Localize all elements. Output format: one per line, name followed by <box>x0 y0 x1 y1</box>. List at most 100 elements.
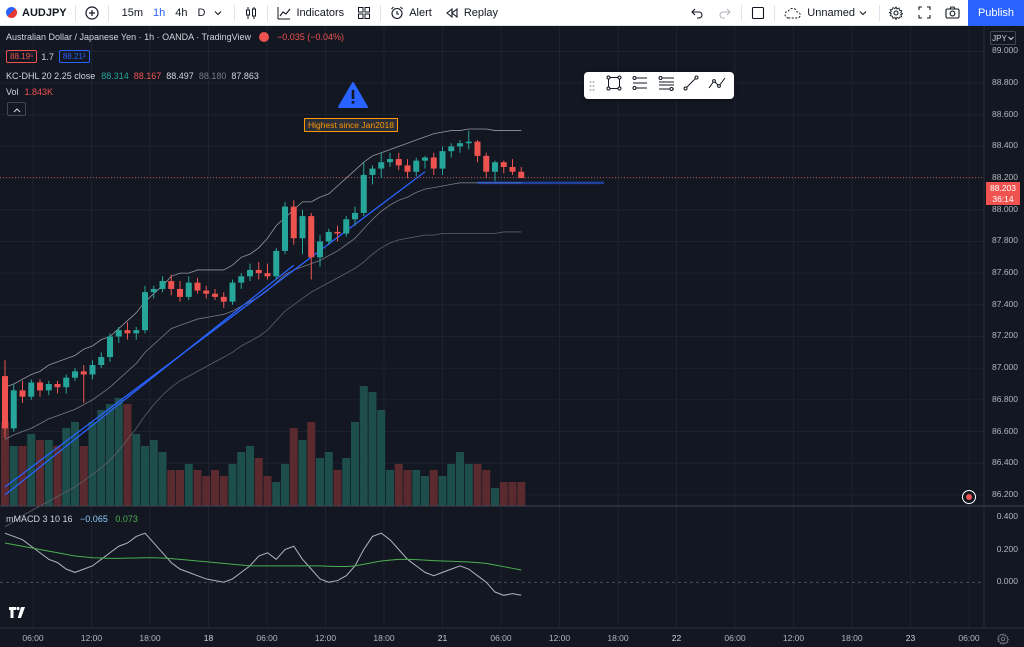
warning-icon[interactable] <box>338 82 368 108</box>
price-tick-label: 87.600 <box>992 267 1018 278</box>
record-dot-icon <box>966 494 972 500</box>
kc-lower-line <box>4 231 522 527</box>
vol-legend[interactable]: Vol 1.843K <box>6 87 58 97</box>
volume-bar <box>44 440 53 506</box>
square-icon <box>750 5 766 21</box>
candle-body <box>80 371 87 375</box>
buy-price-button[interactable]: 88.21² <box>58 50 90 63</box>
compare-symbol-button[interactable] <box>78 0 106 26</box>
candle-body <box>343 219 350 234</box>
replay-button[interactable]: Replay <box>438 0 504 26</box>
volume-bar <box>149 440 158 506</box>
current-price-label: 88.203 36:14 <box>986 182 1020 205</box>
trend-line-tool-button[interactable] <box>679 75 705 97</box>
kc-label: KC-DHL 20 2.25 close <box>6 71 96 81</box>
gear-icon <box>888 5 904 21</box>
volume-bar <box>36 440 44 506</box>
path-icon <box>708 76 726 95</box>
redo-icon <box>717 5 733 21</box>
fib-retracement-icon <box>658 75 674 96</box>
volume-bar <box>447 464 456 506</box>
time-tick-label: 06:00 <box>958 633 980 643</box>
candle-body <box>422 157 428 161</box>
candle-body <box>150 288 157 293</box>
volume-bar <box>464 464 473 506</box>
candle-body <box>229 282 236 302</box>
candle-body <box>255 269 262 274</box>
toolbar-divider <box>879 4 880 21</box>
candle-body <box>439 151 446 169</box>
volume-bar <box>176 470 184 506</box>
tradingview-logo-icon[interactable] <box>8 605 26 619</box>
candle-body <box>194 282 201 291</box>
publish-button[interactable]: Publish <box>968 0 1024 26</box>
path-tool-button[interactable] <box>704 75 730 97</box>
candle-body <box>115 330 122 337</box>
volume-bar <box>289 428 298 506</box>
candle-body <box>413 160 420 172</box>
interval-4h[interactable]: 4h <box>175 6 188 19</box>
note-label[interactable]: Highest since Jan2018 <box>304 118 399 132</box>
cloud-icon <box>783 5 803 21</box>
candle-body <box>317 241 323 258</box>
chevron-down-icon[interactable] <box>210 5 226 21</box>
layout-toggle-button[interactable] <box>744 0 772 26</box>
indicators-button[interactable]: Indicators <box>270 0 350 26</box>
volume-bar <box>333 470 342 506</box>
fullscreen-button[interactable] <box>910 0 938 26</box>
drag-handle-icon[interactable] <box>588 79 596 93</box>
collapse-legend-button[interactable] <box>7 102 26 116</box>
kc-legend[interactable]: KC-DHL 20 2.25 close 88.314 88.167 88.49… <box>6 71 264 81</box>
interval-group: 15m 1h 4h D <box>111 0 233 26</box>
fib-retracement-tool-button[interactable] <box>653 75 679 97</box>
candle-body <box>220 296 227 302</box>
macd-legend[interactable]: mMACD 3 10 16 −0.065 0.073 <box>6 514 143 524</box>
time-tick-label: 12:00 <box>548 633 571 643</box>
candle-body <box>334 231 341 234</box>
symbol-search[interactable]: AUDJPY <box>0 0 73 26</box>
candle-body <box>509 166 516 172</box>
candle-body <box>168 281 175 289</box>
candle-body <box>518 171 525 179</box>
macd-tick-label: 0.000 <box>996 576 1018 587</box>
kc-value: 88.314 <box>101 71 129 81</box>
chart-type-button[interactable] <box>237 0 265 26</box>
time-tick-label: 18:00 <box>607 633 629 643</box>
settings-button[interactable] <box>882 0 910 26</box>
volume-bar <box>491 488 499 506</box>
candle-body <box>28 382 35 397</box>
record-button[interactable] <box>962 490 976 504</box>
top-toolbar: AUDJPY 15m 1h 4h D Indicators <box>0 0 1024 26</box>
interval-1h[interactable]: 1h <box>153 6 166 19</box>
interval-d[interactable]: D <box>197 6 206 19</box>
sell-price-button[interactable]: 88.19⁵ <box>6 50 38 63</box>
interval-15m[interactable]: 15m <box>121 6 144 19</box>
time-tick-label: 18 <box>203 633 214 643</box>
layout-grid-button[interactable] <box>350 0 378 26</box>
redo-button[interactable] <box>711 0 739 26</box>
volume-bar <box>298 440 307 506</box>
layout-name-button[interactable]: Unnamed <box>777 0 877 26</box>
time-tick-label: 21 <box>437 633 448 643</box>
volume-bar <box>53 446 62 506</box>
snapshot-button[interactable] <box>938 0 966 26</box>
currency-selector[interactable]: JPY <box>990 31 1016 45</box>
volume-bar <box>438 476 447 506</box>
alert-button[interactable]: Alert <box>383 0 438 26</box>
undo-button[interactable] <box>683 0 711 26</box>
parallel-channel-tool-button[interactable] <box>627 75 653 97</box>
drawing-toolbar <box>584 72 734 99</box>
candle-body <box>465 141 472 144</box>
rectangle-tool-button[interactable] <box>602 75 628 97</box>
volume-bar <box>228 464 237 506</box>
kc-value: 88.497 <box>166 71 194 81</box>
volume-bar <box>141 446 149 506</box>
kc-upper-line <box>4 128 522 388</box>
gear-icon[interactable] <box>996 632 1010 646</box>
macd-pane <box>0 532 984 596</box>
kc-value: 88.180 <box>198 71 227 81</box>
symbol-logo-icon <box>6 7 17 18</box>
time-tick-label: 12:00 <box>314 633 337 643</box>
price-tick-label: 86.800 <box>992 393 1018 404</box>
chart-canvas[interactable] <box>0 26 1024 647</box>
